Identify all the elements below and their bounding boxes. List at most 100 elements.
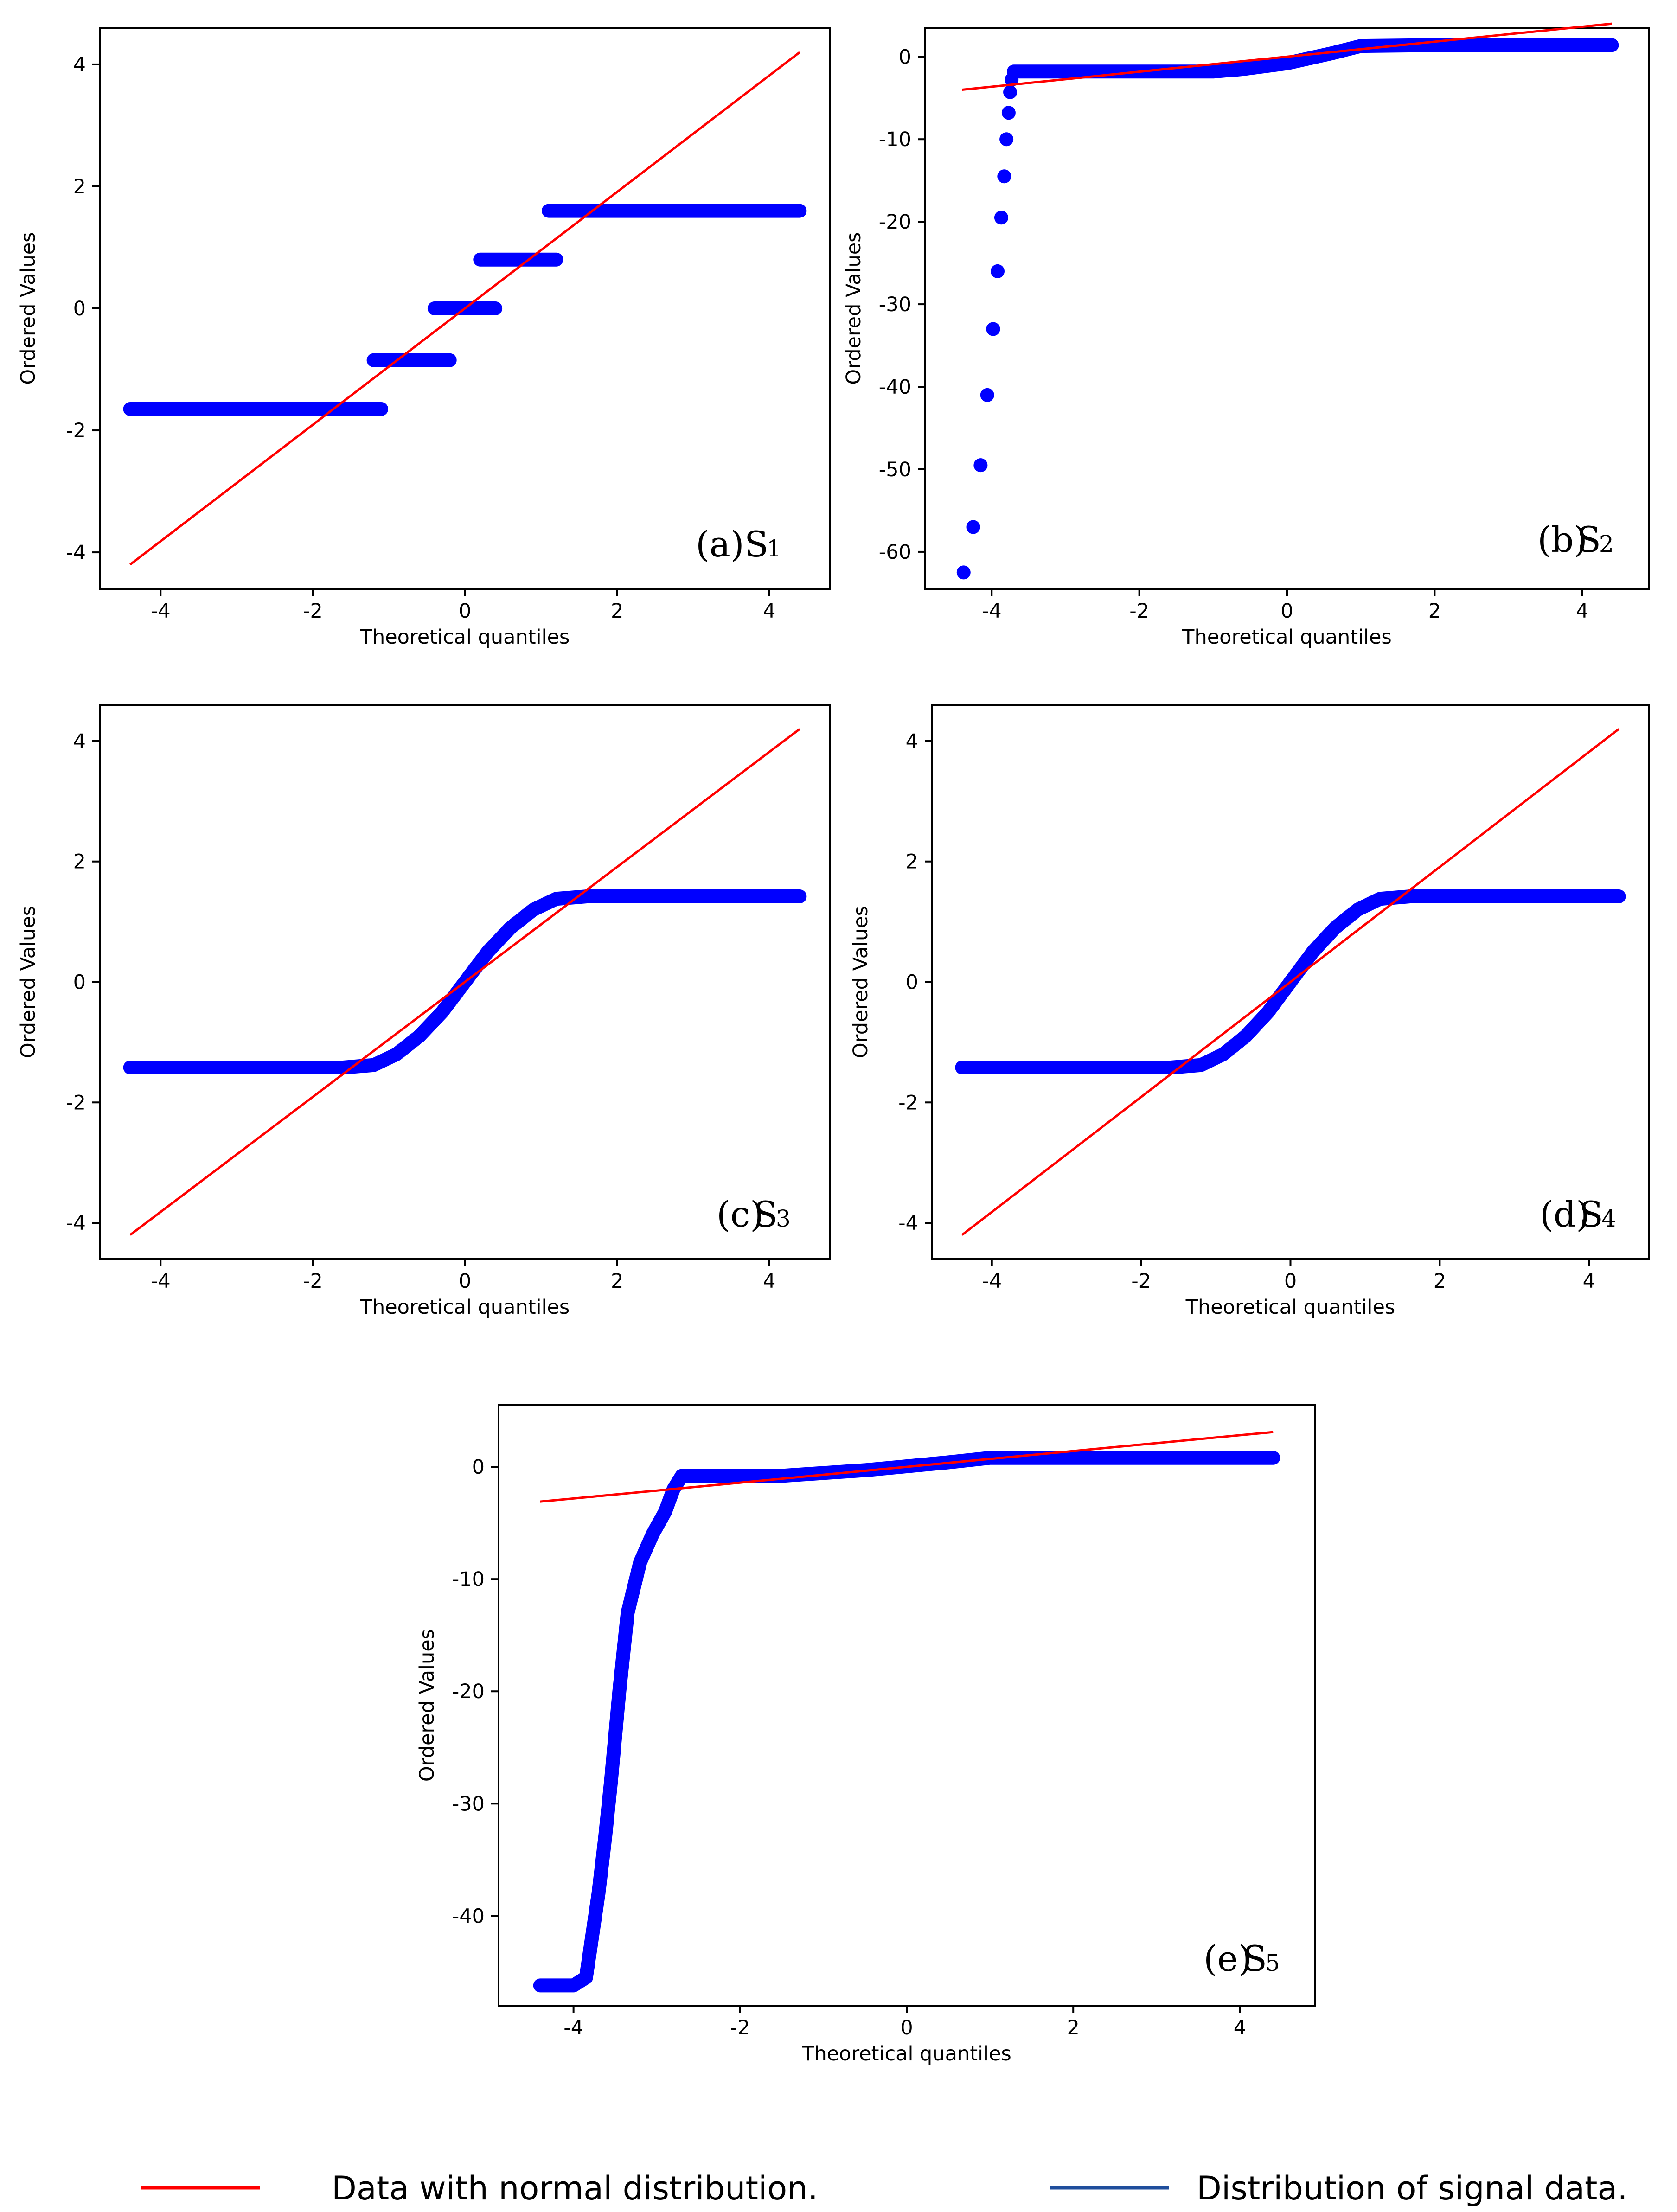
panel-label: (e) <box>1203 1938 1252 1979</box>
y-tick-label: 2 <box>73 175 86 198</box>
y-tick-label: -20 <box>879 211 911 234</box>
data-point <box>956 565 971 580</box>
panel-label: (c) <box>717 1194 764 1235</box>
x-tick-label: 0 <box>900 2016 913 2039</box>
y-tick-label: 0 <box>73 971 86 994</box>
x-tick-label: 4 <box>763 1270 775 1293</box>
panel-label: (b) <box>1537 519 1587 560</box>
signal-index: 2 <box>1599 531 1614 557</box>
x-tick-label: 4 <box>1583 1270 1595 1293</box>
data-points <box>956 38 1619 580</box>
x-tick-label: 0 <box>459 600 471 623</box>
chart-panel-d: -4 -2 0 2 4 -4 -2 0 2 4 Theoretical quantiles Order… <box>849 704 1650 1319</box>
signal-name: S <box>1577 519 1601 560</box>
x-axis-label: Theoretical quantiles <box>360 626 570 649</box>
x-tick-label: 4 <box>1234 2016 1246 2039</box>
y-tick-label: 2 <box>906 850 918 874</box>
x-tick-label: -2 <box>1129 600 1149 623</box>
y-axis-label: Ordered Values <box>849 906 872 1058</box>
x-tick-label: 2 <box>1428 600 1441 623</box>
x-axis-label: Theoretical quantiles <box>1182 626 1392 649</box>
y-tick-label: 0 <box>899 45 911 69</box>
chart-panel-c: -4 -2 0 2 4 -4 -2 0 2 4 Theoretical quantiles Order… <box>17 704 831 1319</box>
y-tick-label: -2 <box>66 419 86 442</box>
data-points <box>533 1451 1280 1993</box>
panel-label: (a) <box>696 524 744 565</box>
y-tick-label: -2 <box>898 1091 918 1114</box>
y-tick-label: -10 <box>879 128 911 151</box>
y-tick-label: 4 <box>73 730 86 753</box>
y-tick-label: -30 <box>879 293 911 316</box>
data-curve <box>1007 38 1619 79</box>
legend-signal-label: Distribution of signal data. <box>1197 2169 1628 2207</box>
signal-index: 5 <box>1265 1950 1280 1976</box>
data-point <box>991 264 1005 278</box>
y-tick-label: -4 <box>66 541 86 564</box>
x-tick-label: -4 <box>982 600 1002 623</box>
x-tick-label: -4 <box>982 1270 1002 1293</box>
signal-name: S <box>744 524 768 565</box>
data-point <box>999 132 1014 147</box>
plot-frame <box>924 27 1650 590</box>
y-tick-label: -10 <box>452 1568 485 1591</box>
y-axis-label: Ordered Values <box>17 906 40 1058</box>
y-tick-label: 4 <box>906 730 918 753</box>
x-axis-label: Theoretical quantiles <box>1185 1296 1395 1319</box>
signal-name: S <box>1579 1194 1603 1235</box>
normal-fit-line <box>961 728 1620 1236</box>
data-points <box>123 204 807 416</box>
data-point <box>966 520 980 534</box>
y-tick-label: -4 <box>898 1212 918 1235</box>
y-tick-label: -4 <box>66 1212 86 1235</box>
legend-normal-label: Data with normal distribution. <box>332 2169 818 2207</box>
x-tick-label: -2 <box>303 1270 323 1293</box>
data-point <box>994 211 1008 225</box>
normal-fit-line <box>962 22 1612 91</box>
normal-fit-line <box>129 728 800 1236</box>
legend: Data with normal distribution. Distribut… <box>141 2169 1628 2207</box>
normal-fit-line <box>540 1431 1274 1503</box>
x-tick-label: 2 <box>611 1270 623 1293</box>
data-curve <box>533 1451 1280 1993</box>
x-tick-label: 0 <box>1280 600 1293 623</box>
x-tick-label: 0 <box>459 1270 471 1293</box>
data-point <box>1003 85 1018 99</box>
y-axis-label: Ordered Values <box>17 232 40 384</box>
signal-index: 3 <box>776 1205 791 1232</box>
x-axis-label: Theoretical quantiles <box>801 2042 1011 2065</box>
x-tick-label: 2 <box>1067 2016 1080 2039</box>
y-tick-label: -40 <box>879 376 911 399</box>
y-tick-label: 4 <box>73 53 86 77</box>
data-point <box>980 388 994 402</box>
y-tick-label: -20 <box>452 1680 485 1703</box>
y-tick-label: 0 <box>472 1456 485 1479</box>
y-tick-label: 0 <box>73 297 86 320</box>
signal-name: S <box>1243 1938 1267 1979</box>
y-tick-label: -30 <box>452 1792 485 1816</box>
x-tick-label: 2 <box>1434 1270 1446 1293</box>
y-tick-label: -2 <box>66 1091 86 1114</box>
x-tick-label: -4 <box>151 600 171 623</box>
y-tick-label: 0 <box>906 971 918 994</box>
x-tick-label: -2 <box>1131 1270 1151 1293</box>
x-tick-label: 0 <box>1284 1270 1297 1293</box>
chart-panel-a: -4 -2 0 2 4 -4 -2 0 2 4 Theoretical quantiles Order… <box>17 27 831 649</box>
y-tick-label: 2 <box>73 850 86 874</box>
x-tick-label: 4 <box>763 600 775 623</box>
x-tick-label: 2 <box>611 600 623 623</box>
y-axis-label: Ordered Values <box>842 232 865 384</box>
panel-label: (d) <box>1540 1194 1590 1235</box>
signal-name: S <box>754 1194 778 1235</box>
x-tick-label: -2 <box>303 600 323 623</box>
x-axis-label: Theoretical quantiles <box>360 1296 570 1319</box>
data-point <box>997 169 1011 184</box>
y-tick-label: -60 <box>879 541 911 564</box>
normal-fit-line <box>129 51 800 566</box>
y-tick-label: -40 <box>452 1905 485 1928</box>
data-point <box>973 458 988 473</box>
x-tick-label: 4 <box>1576 600 1588 623</box>
